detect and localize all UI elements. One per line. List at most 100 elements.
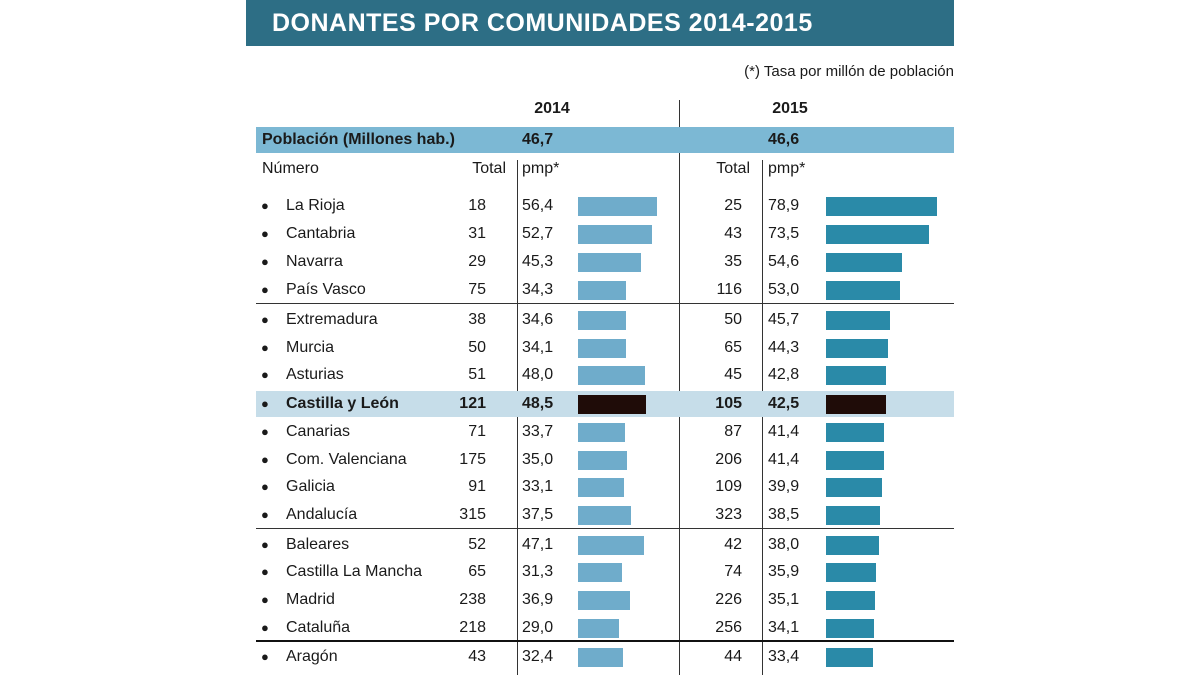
region-name: Castilla y León xyxy=(286,395,399,412)
population-label: Población (Millones hab.) xyxy=(262,131,455,148)
bullet-icon: ● xyxy=(261,396,269,411)
region-name: Cataluña xyxy=(286,619,351,636)
total-2015: 226 xyxy=(715,591,742,608)
total-2015: 43 xyxy=(724,225,742,242)
total-2014: 50 xyxy=(468,339,486,356)
total-2015: 65 xyxy=(724,339,742,356)
bar-2014 xyxy=(578,395,646,414)
bar-2015 xyxy=(826,225,929,244)
pmp-2014: 45,3 xyxy=(522,253,554,270)
pmp-2014: 34,6 xyxy=(522,311,554,328)
bar-2015 xyxy=(826,536,880,555)
region-name: Castilla La Mancha xyxy=(286,563,423,580)
bullet-icon: ● xyxy=(261,479,269,494)
bar-2014 xyxy=(578,366,646,385)
population-2014: 46,7 xyxy=(522,131,554,148)
bullet-icon: ● xyxy=(261,340,269,355)
total-2014: 91 xyxy=(468,478,486,495)
bar-2014 xyxy=(578,478,625,497)
total-2014: 75 xyxy=(468,281,486,298)
bullet-icon: ● xyxy=(261,620,269,635)
bullet-icon: ● xyxy=(261,254,269,269)
total-2014: 175 xyxy=(459,451,486,468)
total-2015: 74 xyxy=(724,563,742,580)
region-name: País Vasco xyxy=(286,281,366,298)
bar-2015 xyxy=(826,591,876,610)
pmp-2015: 53,0 xyxy=(768,281,800,298)
header-pmp-2014: pmp* xyxy=(522,160,560,177)
pmp-2014: 31,3 xyxy=(522,563,554,580)
pmp-2014: 34,1 xyxy=(522,339,554,356)
bar-2014 xyxy=(578,339,626,358)
bullet-icon: ● xyxy=(261,226,269,241)
population-2015: 46,6 xyxy=(768,131,800,148)
table-row: ● Extremadura 38 34,6 50 45,7 xyxy=(256,307,954,333)
pmp-2015: 38,5 xyxy=(768,506,800,523)
bar-2014 xyxy=(578,563,622,582)
total-2015: 109 xyxy=(715,478,742,495)
region-name: La Rioja xyxy=(286,197,345,214)
bullet-icon: ● xyxy=(261,537,269,552)
pmp-2015: 54,6 xyxy=(768,253,800,270)
bar-2015 xyxy=(826,395,886,414)
header-numero: Número xyxy=(262,160,319,177)
pmp-2014: 47,1 xyxy=(522,536,554,553)
bullet-icon: ● xyxy=(261,564,269,579)
total-2014: 71 xyxy=(468,423,486,440)
bar-2014 xyxy=(578,648,624,667)
pmp-2015: 35,9 xyxy=(768,563,800,580)
bar-2015 xyxy=(826,451,884,470)
region-name: Asturias xyxy=(286,366,344,383)
year-2014-label: 2014 xyxy=(534,100,570,117)
table-row: ● Castilla y León 121 48,5 105 42,5 xyxy=(256,391,954,417)
pmp-2014: 52,7 xyxy=(522,225,554,242)
pmp-2014: 48,0 xyxy=(522,366,554,383)
bar-2014 xyxy=(578,253,642,272)
pmp-2014-divider xyxy=(517,160,518,675)
table-row: ● Galicia 91 33,1 109 39,9 xyxy=(256,474,954,500)
bar-2015 xyxy=(826,339,888,358)
total-2014: 31 xyxy=(468,225,486,242)
group-separator xyxy=(256,640,954,642)
group-separator xyxy=(256,303,954,304)
pmp-2015: 34,1 xyxy=(768,619,800,636)
region-name: Madrid xyxy=(286,591,335,608)
year-2015-label: 2015 xyxy=(772,100,808,117)
bullet-icon: ● xyxy=(261,452,269,467)
bar-2015 xyxy=(826,619,874,638)
region-name: Canarias xyxy=(286,423,351,440)
pmp-2015: 33,4 xyxy=(768,648,800,665)
total-2014: 65 xyxy=(468,563,486,580)
pmp-2014: 33,7 xyxy=(522,423,554,440)
bar-2014 xyxy=(578,451,627,470)
pmp-2015: 42,8 xyxy=(768,366,800,383)
table-row: ● Castilla La Mancha 65 31,3 74 35,9 xyxy=(256,559,954,585)
pmp-2015: 35,1 xyxy=(768,591,800,608)
bullet-icon: ● xyxy=(261,649,269,664)
bar-2014 xyxy=(578,225,652,244)
bullet-icon: ● xyxy=(261,282,269,297)
total-2014: 18 xyxy=(468,197,486,214)
bar-2015 xyxy=(826,648,873,667)
table-row: ● Madrid 238 36,9 226 35,1 xyxy=(256,587,954,613)
table-row: ● País Vasco 75 34,3 116 53,0 xyxy=(256,277,954,303)
pmp-2014: 36,9 xyxy=(522,591,554,608)
table-row: ● Cantabria 31 52,7 43 73,5 xyxy=(256,221,954,247)
table-row: ● Navarra 29 45,3 35 54,6 xyxy=(256,249,954,275)
pmp-2014: 37,5 xyxy=(522,506,554,523)
pmp-2015: 41,4 xyxy=(768,451,800,468)
header-total-2015: Total xyxy=(716,160,750,177)
bullet-icon: ● xyxy=(261,367,269,382)
pmp-2015: 73,5 xyxy=(768,225,800,242)
pmp-2014: 48,5 xyxy=(522,395,554,412)
bar-2014 xyxy=(578,197,657,216)
pmp-2014: 33,1 xyxy=(522,478,554,495)
total-2014: 315 xyxy=(459,506,486,523)
pmp-2015: 41,4 xyxy=(768,423,800,440)
table-row: ● Asturias 51 48,0 45 42,8 xyxy=(256,362,954,388)
header-total-2014: Total xyxy=(472,160,506,177)
region-name: Galicia xyxy=(286,478,335,495)
pmp-2014: 34,3 xyxy=(522,281,554,298)
region-name: Aragón xyxy=(286,648,338,665)
pmp-2015: 39,9 xyxy=(768,478,800,495)
